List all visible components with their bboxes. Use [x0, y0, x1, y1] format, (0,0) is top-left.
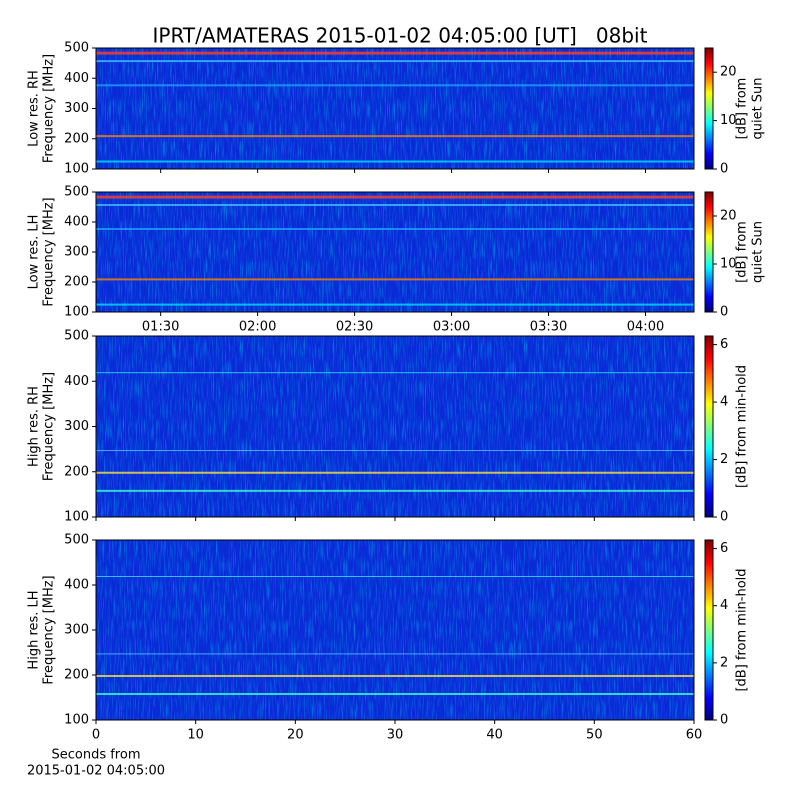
y-tick-label: 400: [64, 374, 89, 389]
colorbar-tick-label: 20: [720, 209, 737, 224]
x-tick-label: 20: [287, 728, 304, 743]
x-tick-label: 04:00: [627, 320, 664, 335]
y-tick-label: 100: [64, 162, 89, 177]
y-tick-label: 100: [64, 713, 89, 728]
y-axis-label: High res. RH: [27, 386, 42, 467]
spectrogram-band: [96, 372, 694, 374]
spectrogram-texture: [96, 48, 694, 169]
colorbar-tick-label: 6: [720, 541, 728, 556]
spectrogram-band: [96, 489, 694, 492]
x-axis-label: Seconds from: [51, 748, 140, 763]
y-tick-label: 500: [64, 41, 89, 56]
spectrogram-band: [96, 228, 694, 230]
y-tick-label: 300: [64, 623, 89, 638]
figure-title: IPRT/AMATERAS 2015-01-02 04:05:00 [UT] 0…: [153, 24, 648, 48]
spectrogram-band: [96, 60, 694, 63]
x-tick-label: 30: [387, 728, 404, 743]
spectrogram-band: [96, 471, 694, 474]
colorbar-tick-label: 2: [720, 452, 728, 467]
spectrogram-band: [96, 653, 694, 655]
x-tick-label: 02:30: [336, 320, 373, 335]
x-tick-label: 0: [92, 728, 100, 743]
spectrogram-band: [96, 450, 694, 452]
y-tick-label: 200: [64, 131, 89, 146]
y-tick-label: 200: [64, 668, 89, 683]
y-tick-label: 100: [64, 510, 89, 525]
y-tick-label: 200: [64, 464, 89, 479]
spectrogram-band: [96, 195, 694, 199]
y-tick-label: 500: [64, 185, 89, 200]
y-tick-label: 200: [64, 275, 89, 290]
spectrogram-texture: [96, 540, 694, 720]
colorbar-tick-label: 20: [720, 65, 737, 80]
y-axis-label: High res. LH: [27, 590, 42, 669]
spectrogram-band: [96, 84, 694, 87]
x-tick-label: 40: [486, 728, 503, 743]
colorbar-tick-label: 0: [720, 305, 728, 320]
y-tick-label: 400: [64, 71, 89, 86]
colorbar-label: [dB] from min-hold: [735, 365, 750, 488]
x-tick-label: 60: [686, 728, 703, 743]
colorbar-tick-label: 10: [720, 113, 737, 128]
colorbar-tick-label: 10: [720, 257, 737, 272]
y-tick-label: 300: [64, 419, 89, 434]
x-tick-label: 03:00: [433, 320, 470, 335]
x-tick-label: 01:30: [142, 320, 179, 335]
colorbar-tick-label: 4: [720, 395, 728, 410]
colorbar: [704, 47, 714, 170]
colorbar: [704, 335, 714, 518]
colorbar-label: quiet Sun: [751, 77, 766, 139]
y-tick-label: 100: [64, 305, 89, 320]
spectrogram-band: [96, 693, 694, 695]
y-axis-label: Frequency [MHz]: [42, 575, 57, 684]
y-tick-label: 400: [64, 215, 89, 230]
x-tick-label: 03:30: [530, 320, 567, 335]
spectrogram-band: [96, 675, 694, 677]
spectrogram-band: [96, 303, 694, 306]
y-axis-label: Low res. LH: [27, 215, 42, 290]
colorbar: [704, 539, 714, 721]
colorbar-tick-label: 0: [720, 510, 728, 525]
x-tick-label: 50: [586, 728, 603, 743]
y-tick-label: 300: [64, 245, 89, 260]
x-tick-label: 02:00: [239, 320, 276, 335]
spectrogram-band: [96, 278, 694, 281]
spectrogram-band: [96, 135, 694, 138]
y-axis-label: Frequency [MHz]: [42, 54, 57, 163]
y-tick-label: 400: [64, 578, 89, 593]
x-axis-label: 2015-01-02 04:05:00: [27, 764, 165, 779]
x-tick-label: 10: [187, 728, 204, 743]
spectrogram-band: [96, 576, 694, 577]
y-axis-label: Frequency [MHz]: [42, 372, 57, 481]
y-axis-label: Frequency [MHz]: [42, 197, 57, 306]
spectrogram-texture: [96, 192, 694, 312]
colorbar-label: [dB] from: [735, 78, 750, 140]
colorbar-label: [dB] from min-hold: [735, 568, 750, 691]
spectrogram-band: [96, 160, 694, 163]
y-tick-label: 500: [64, 533, 89, 548]
colorbar-tick-label: 0: [720, 713, 728, 728]
colorbar-tick-label: 2: [720, 655, 728, 670]
y-tick-label: 500: [64, 329, 89, 344]
colorbar-tick-label: 4: [720, 598, 728, 613]
spectrogram-texture: [96, 336, 694, 517]
y-axis-label: Low res. RH: [27, 70, 42, 147]
colorbar-label: quiet Sun: [751, 221, 766, 283]
colorbar: [704, 191, 714, 313]
colorbar-label: [dB] from: [735, 221, 750, 283]
spectrogram-band: [96, 51, 694, 55]
y-tick-label: 300: [64, 101, 89, 116]
spectrogram-band: [96, 204, 694, 206]
colorbar-tick-label: 0: [720, 162, 728, 177]
colorbar-tick-label: 6: [720, 337, 728, 352]
